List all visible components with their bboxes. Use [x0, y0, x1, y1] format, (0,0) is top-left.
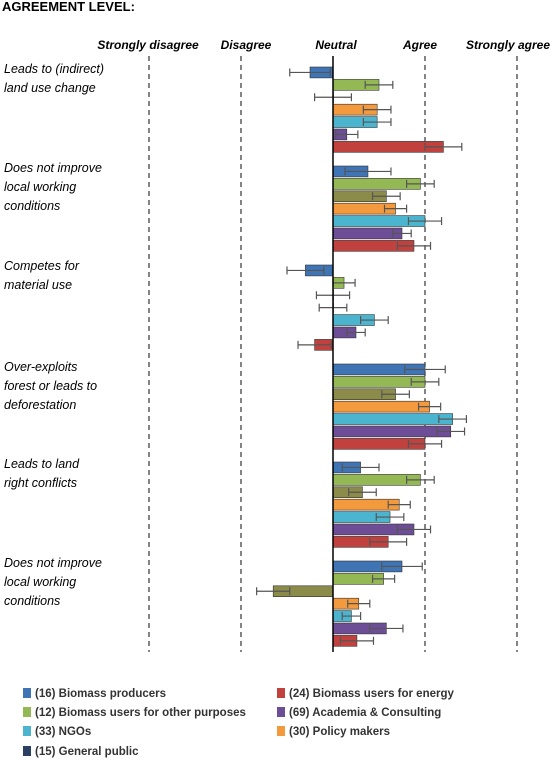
- legend-label: (24) Biomass users for energy: [289, 688, 455, 700]
- legend-label: (16) Biomass producers: [35, 688, 166, 700]
- legend-swatch: [277, 726, 285, 736]
- legend-label: (30) Policy makers: [289, 726, 390, 738]
- category-label: Does not improve local working conditions: [4, 161, 102, 213]
- gridlines: [148, 56, 518, 652]
- legend-swatch: [23, 726, 31, 736]
- scale-label: Neutral: [315, 38, 357, 52]
- legend: (16) Biomass producers (24) Biomass users…: [23, 688, 455, 758]
- bars: [256, 66, 467, 647]
- legend-label: (33) NGOs: [35, 726, 91, 738]
- scale-label: Strongly agree: [466, 38, 550, 52]
- legend-swatch: [23, 746, 31, 756]
- category-label: Leads to land right conflicts: [4, 457, 80, 490]
- category-label: Leads to (indirect) land use change: [4, 62, 104, 95]
- legend-swatch: [23, 707, 31, 717]
- bar: [332, 425, 452, 438]
- scale-label: Disagree: [221, 38, 272, 52]
- legend-swatch: [23, 688, 31, 698]
- legend-label: (69) Academia & Consulting: [289, 707, 441, 719]
- chart-title: AGREEMENT LEVEL:: [2, 0, 135, 14]
- category-label: Competes for material use: [4, 259, 80, 292]
- legend-label: (15) General public: [35, 746, 139, 758]
- legend-label: (12) Biomass users for other purposes: [35, 707, 246, 719]
- bar: [332, 400, 430, 413]
- legend-swatch: [277, 707, 285, 717]
- category-label: Does not improve local working conditions: [4, 556, 102, 608]
- bar: [332, 413, 453, 425]
- scale-label: Agree: [402, 38, 437, 52]
- category-label: Over-exploits forest or leads to deforesta…: [4, 360, 97, 412]
- bar: [332, 227, 403, 240]
- category-labels: Leads to (indirect) land use change Does n…: [4, 62, 104, 608]
- legend-swatch: [277, 688, 285, 698]
- scale-label: Strongly disagree: [97, 38, 199, 52]
- scale-labels: Strongly disagree Disagree Neutral Agree Str…: [97, 38, 550, 52]
